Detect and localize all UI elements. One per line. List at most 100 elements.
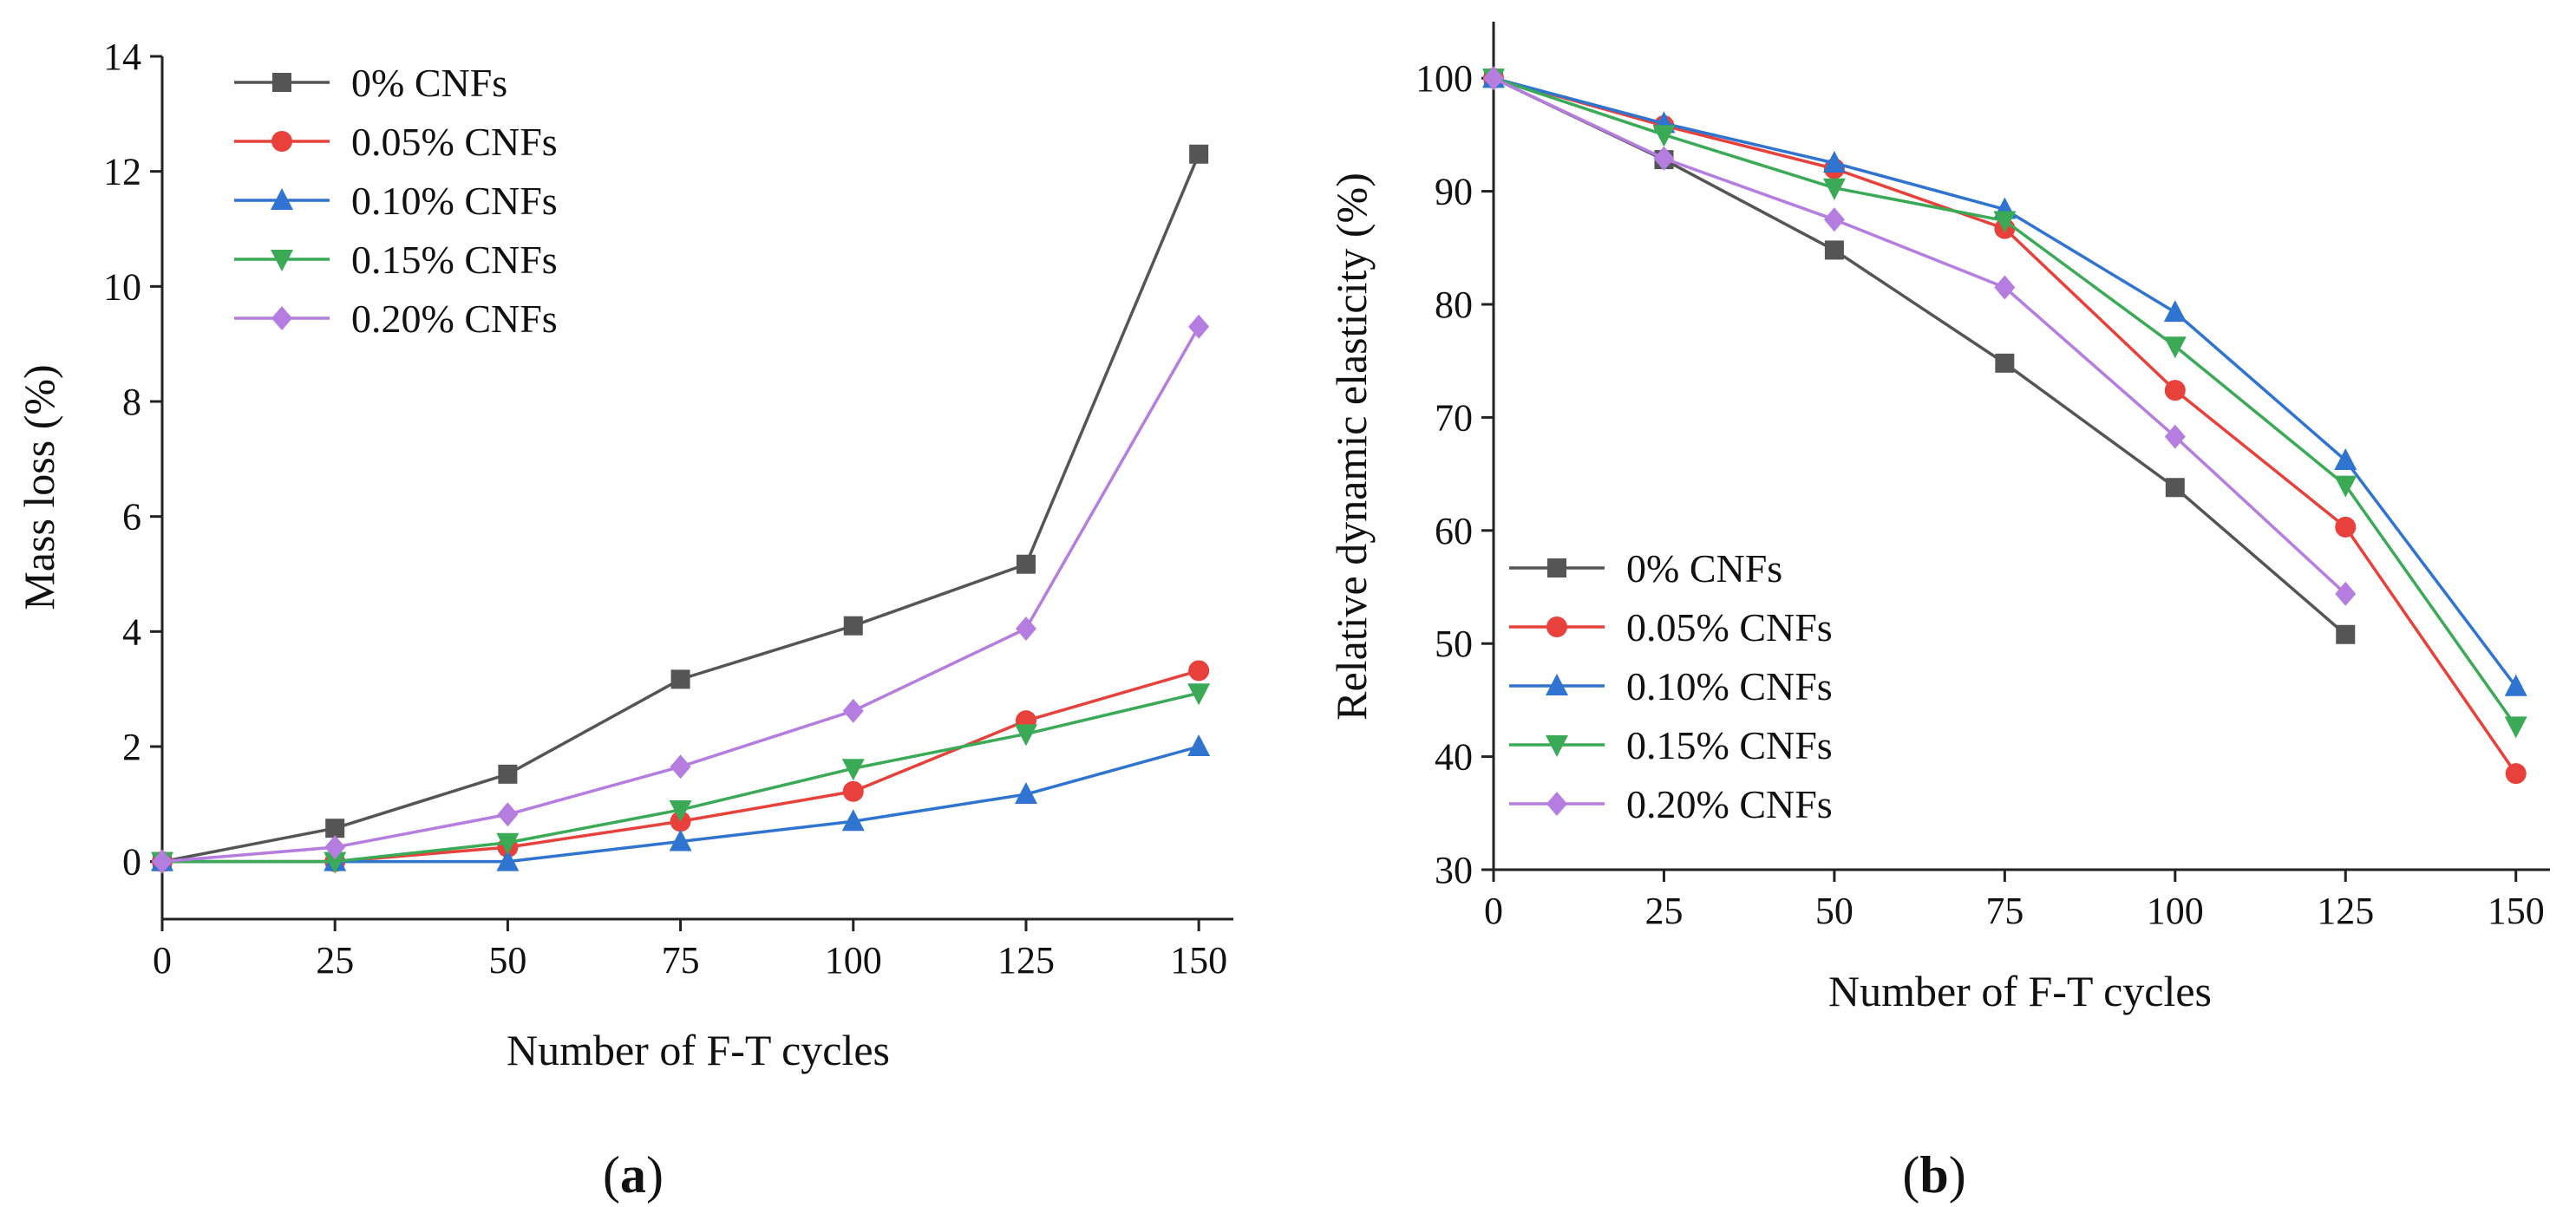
panel-a-data-point: [669, 829, 692, 851]
panel-b-legend-label: 0% CNFs: [1626, 546, 1782, 590]
panel-a-data-point: [325, 819, 345, 838]
panel-a-data-point: [670, 669, 690, 689]
panel-a-y-tick-label: 2: [122, 726, 141, 768]
panel-b-x-tick-label: 150: [2488, 890, 2545, 932]
panel-a-data-point: [841, 759, 865, 781]
panel-a-data-point: [324, 851, 347, 874]
panel-b-legend-label: 0.05% CNFs: [1626, 605, 1833, 649]
panel-b-data-point: [2165, 478, 2185, 498]
panel-b-data-point: [2505, 763, 2527, 785]
panel-b-y-tick-label: 40: [1435, 736, 1473, 779]
panel-b-x-tick-label: 75: [1985, 890, 2024, 932]
panel-a-data-point: [496, 832, 520, 855]
panel-a-y-tick-label: 6: [122, 496, 141, 538]
panel-a-legend: 0% CNFs 0.05% CNFs 0.10% CNFs 0.15% CNFs 0.2…: [234, 61, 558, 341]
panel-a-y-tick-label: 10: [103, 265, 141, 308]
panel-b-y-tick-label: 30: [1435, 849, 1473, 891]
panel-a-legend-marker: [271, 188, 293, 210]
panel-a-data-point: [1015, 617, 1036, 642]
panel-b-legend-label: 0.10% CNFs: [1626, 664, 1833, 708]
panel-a-data-point: [843, 616, 863, 636]
panel-b-data-point: [1652, 125, 1676, 147]
panel-b-legend: 0% CNFs 0.05% CNFs 0.10% CNFs 0.15% CNFs 0.2…: [1509, 546, 1833, 826]
panel-b-data-point: [2336, 624, 2356, 644]
panel-b-data-point: [2504, 716, 2527, 739]
panel-b-data-point: [1823, 207, 1845, 232]
panel-a-data-point: [1014, 782, 1037, 805]
panel-a-legend-label: 0% CNFs: [351, 61, 507, 105]
panel-b-data-point: [2164, 424, 2186, 449]
panel-b-data-point: [2334, 447, 2357, 470]
panel-b-y-axis-title: Relative dynamic elasticity (%): [1327, 173, 1376, 721]
panel-a-legend-label: 0.10% CNFs: [351, 179, 558, 223]
panel-b-legend-marker: [1546, 674, 1568, 695]
panel-a-legend-marker: [271, 250, 293, 271]
panel-a-data-point: [842, 698, 864, 723]
panel-b-x-tick-label: 50: [1815, 890, 1854, 932]
panel-b-y-tick-label: 80: [1435, 284, 1473, 326]
panel-b-series-line-4: [1493, 76, 2347, 596]
panel-a-data-point: [841, 809, 865, 832]
panel-a-x-tick-label: 25: [316, 939, 354, 982]
panel-b-legend-marker: [1546, 792, 1567, 816]
panel-a-data-point: [1188, 660, 1210, 682]
panel-b-x-tick-label: 0: [1484, 890, 1503, 932]
panel-a-legend-marker: [271, 306, 292, 330]
panel-a-y-tick-label: 14: [103, 36, 141, 78]
panel-b-y-tick-label: 70: [1435, 396, 1473, 439]
panel-b-data-point: [2335, 516, 2357, 538]
panel-a-legend-label: 0.20% CNFs: [351, 297, 558, 341]
panel-a-y-tick-label: 8: [122, 381, 141, 423]
panel-b-data-point: [1995, 353, 2015, 373]
panel-b-series: [1482, 66, 2527, 785]
panel-a-x-axis-title: Number of F-T cycles: [507, 1026, 890, 1074]
panel-a-y-tick-label: 4: [122, 610, 141, 653]
panel-a-data-point: [669, 799, 692, 822]
panel-a-data-point: [670, 754, 691, 780]
panel-b-data-point: [1993, 211, 2017, 233]
panel-b-data-point: [1822, 151, 1846, 173]
panel-a-data-point: [496, 849, 520, 871]
panel-b-y-tick-label: 100: [1415, 57, 1473, 100]
panel-b-data-point: [1824, 240, 1844, 260]
panel-a-x-tick-label: 50: [488, 939, 526, 982]
panel-a-data-point: [152, 849, 173, 874]
panel-b-y-tick-label: 90: [1435, 171, 1473, 213]
panel-b-legend-marker: [1546, 617, 1567, 637]
panel-a-legend-marker: [272, 73, 291, 92]
panel-b-label-letter: b: [1919, 1146, 1948, 1204]
panel-b-dynamic-elasticity-chart: 0 25 50 75 100 125 150 30 40 50 60 70 80 90 100 0% CNF…: [1327, 22, 2550, 1204]
panel-b-ticks: 0 25 50 75 100 125 150 30 40 50 60 70 80 90 100: [1415, 57, 2545, 932]
panel-b-data-point: [1653, 146, 1675, 171]
panel-b-data-point: [2334, 475, 2357, 498]
panel-a-y-axis-title: Mass loss (%): [15, 364, 63, 610]
panel-a-y-tick-label: 12: [103, 151, 141, 193]
panel-a-legend-label: 0.15% CNFs: [351, 238, 558, 282]
panel-a-data-point: [324, 835, 346, 860]
panel-a-data-point: [842, 780, 864, 802]
panel-a-ticks: 0 25 50 75 100 125 150 0 2 4 6 8 10 12 14: [103, 36, 1227, 982]
panel-b-data-point: [1822, 178, 1846, 200]
panel-b-data-point: [2163, 300, 2187, 323]
panel-b-legend-label: 0.15% CNFs: [1626, 723, 1833, 767]
panel-a-data-point: [1188, 314, 1210, 339]
panel-a-x-tick-label: 150: [1170, 939, 1227, 982]
panel-a-data-point: [498, 764, 518, 784]
panel-a-y-tick-label: 0: [122, 841, 141, 884]
panel-b-data-point: [1483, 66, 1504, 91]
panel-a-x-tick-label: 75: [662, 939, 700, 982]
panel-b-label: (b): [1902, 1146, 1965, 1204]
panel-a-data-point: [1187, 734, 1211, 756]
panel-a-label-letter: a: [620, 1146, 646, 1204]
panel-a-mass-loss-chart: 0 25 50 75 100 125 150 0 2 4 6 8 10 12 14 0% CNFs 0.05%…: [15, 36, 1233, 1204]
panel-a-data-point: [1187, 683, 1211, 706]
panel-b-y-tick-label: 50: [1435, 623, 1473, 665]
panel-a-series: [151, 144, 1211, 874]
panel-a-label: (a): [603, 1146, 664, 1204]
panel-a-x-tick-label: 100: [825, 939, 882, 982]
panel-b-x-tick-label: 25: [1644, 890, 1683, 932]
panel-b-data-point: [2335, 581, 2357, 606]
panel-a-x-tick-label: 0: [153, 939, 172, 982]
panel-a-data-point: [1016, 554, 1036, 574]
